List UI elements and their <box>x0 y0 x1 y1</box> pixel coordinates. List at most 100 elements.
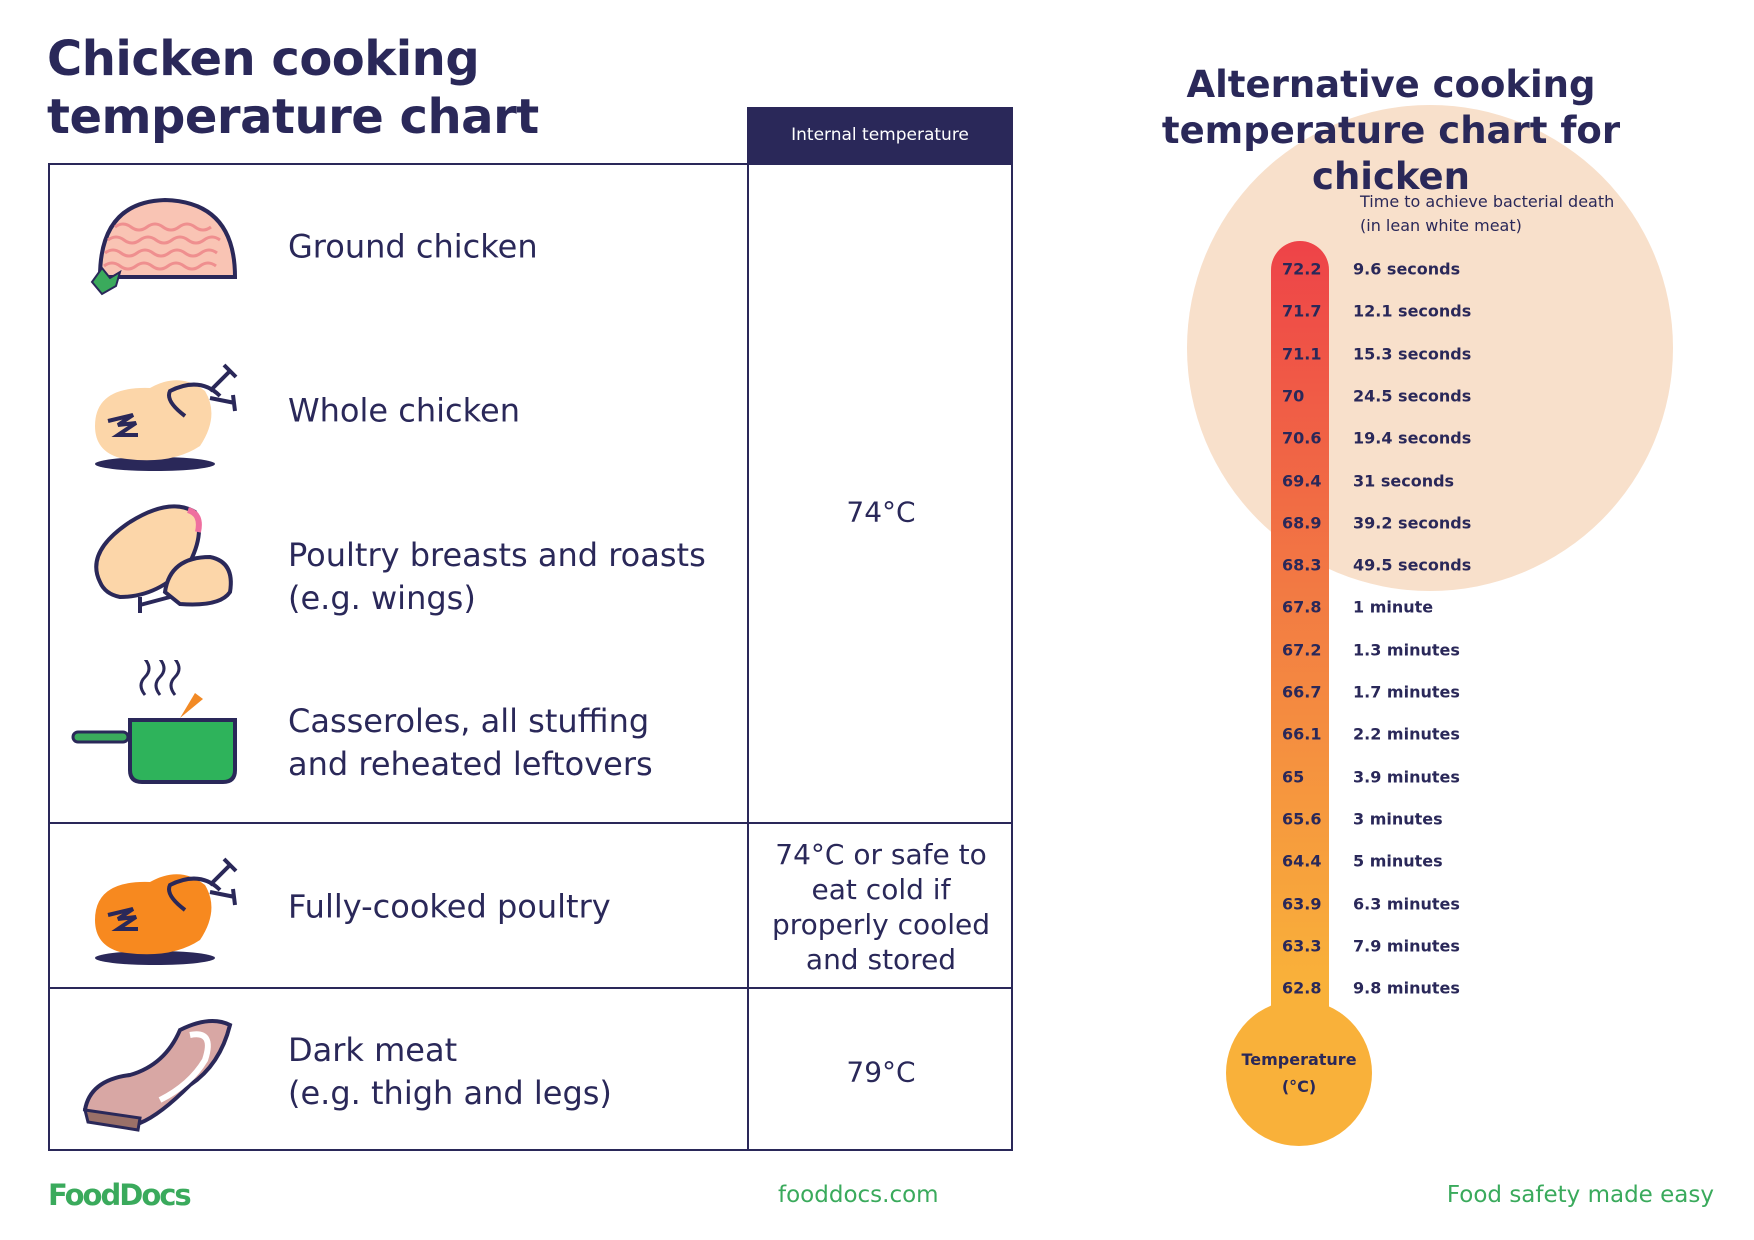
thermometer-row: 65.6 3 minutes <box>1282 809 1443 828</box>
row-label-whole-chicken: Whole chicken <box>288 390 520 433</box>
footer-tagline: Food safety made easy <box>1446 1182 1714 1208</box>
time-column-heading: Time to achieve bacterial death (in lean… <box>1360 190 1614 238</box>
temp-cell-fully-cooked: 74°C or safe to eat cold if properly coo… <box>749 837 1013 977</box>
row-label-poultry-breasts: Poultry breasts and roasts (e.g. wings) <box>288 534 706 620</box>
label-line: Whole chicken <box>288 391 520 430</box>
background-circle <box>1187 105 1673 591</box>
temperature-value: 63.3 <box>1282 936 1322 956</box>
temperature-value: 71.1 <box>1282 344 1322 364</box>
time-value: 1.7 minutes <box>1353 682 1460 702</box>
row-label-ground-chicken: Ground chicken <box>288 226 538 269</box>
temp-line: 74°C <box>846 495 916 529</box>
thermometer-row: 71.7 12.1 seconds <box>1282 302 1471 321</box>
temperature-value: 68.3 <box>1282 555 1322 575</box>
thermometer-row: 70 24.5 seconds <box>1282 386 1471 405</box>
casserole-pot-icon <box>71 660 237 784</box>
temperature-value: 67.2 <box>1282 640 1322 660</box>
temperature-value: 65.6 <box>1282 809 1322 829</box>
chicken-breast-icon <box>94 504 233 613</box>
label-line: Ground chicken <box>288 227 538 266</box>
row-label-dark-meat: Dark meat (e.g. thigh and legs) <box>288 1029 612 1115</box>
temperature-value: 66.7 <box>1282 682 1322 702</box>
temp-line: properly cooled <box>772 908 990 941</box>
thermometer-row: 70.6 19.4 seconds <box>1282 429 1471 448</box>
temperature-value: 66.1 <box>1282 724 1322 744</box>
temperature-value: 72.2 <box>1282 259 1322 279</box>
temperature-value: 71.7 <box>1282 301 1322 321</box>
time-value: 9.6 seconds <box>1353 259 1461 279</box>
time-value: 1 minute <box>1353 597 1434 617</box>
time-value: 7.9 minutes <box>1353 936 1460 956</box>
title-line-2: temperature chart <box>47 89 539 145</box>
temperature-value: 63.9 <box>1282 894 1322 913</box>
dark-meat-icon <box>82 1019 233 1132</box>
temperature-value: 67.8 <box>1282 597 1322 617</box>
temp-line: eat cold if <box>811 873 951 906</box>
temp-cell-79: 79°C <box>749 1055 1013 1090</box>
temperature-table: Ground chicken Whole chicken Poultry bre… <box>48 163 1013 1151</box>
temperature-value: 65 <box>1282 767 1305 787</box>
time-heading-line-2: (in lean white meat) <box>1360 216 1522 235</box>
label-line: Dark meat <box>288 1031 458 1069</box>
row-label-casseroles: Casseroles, all stuffing and reheated lef… <box>288 700 653 786</box>
time-value: 3 minutes <box>1353 809 1443 829</box>
thermometer-row: 66.1 2.2 minutes <box>1282 725 1460 744</box>
time-value: 49.5 seconds <box>1353 555 1472 575</box>
thermometer-row: 63.3 7.9 minutes <box>1282 936 1460 955</box>
cooked-chicken-icon <box>95 857 238 965</box>
time-value: 31 seconds <box>1353 471 1455 490</box>
time-value: 9.8 minutes <box>1353 978 1460 998</box>
footer-url[interactable]: fooddocs.com <box>778 1182 939 1208</box>
time-value: 5 minutes <box>1353 851 1443 871</box>
row-label-fully-cooked: Fully-cooked poultry <box>288 886 611 929</box>
thermometer-bulb: Temperature (°C) <box>1226 1000 1372 1146</box>
time-value: 6.3 minutes <box>1353 894 1460 913</box>
temp-line: 74°C or safe to <box>775 838 987 871</box>
time-heading-line-1: Time to achieve bacterial death <box>1360 192 1615 211</box>
time-value: 39.2 seconds <box>1353 513 1472 533</box>
fooddocs-logo: FoodDocs <box>48 1178 192 1212</box>
label-line: Casseroles, all stuffing <box>288 702 650 740</box>
label-line: and reheated leftovers <box>288 745 653 783</box>
column-divider <box>747 165 749 1149</box>
bulb-label-line-2: (°C) <box>1281 1077 1317 1096</box>
thermometer-row: 69.4 31 seconds <box>1282 471 1454 490</box>
temperature-value: 62.8 <box>1282 978 1322 998</box>
bulb-label-line-1: Temperature <box>1241 1050 1357 1069</box>
alt-title-line-1: Alternative cooking <box>1186 63 1596 106</box>
label-line: Poultry breasts and roasts <box>288 536 706 574</box>
thermometer-row: 66.7 1.7 minutes <box>1282 683 1460 702</box>
temp-line: and stored <box>805 943 957 976</box>
thermometer-row: 65 3.9 minutes <box>1282 767 1460 786</box>
temperature-value: 68.9 <box>1282 513 1322 533</box>
thermometer-row: 68.3 49.5 seconds <box>1282 556 1471 575</box>
row-divider <box>50 822 1011 824</box>
thermometer-row: 71.1 15.3 seconds <box>1282 344 1471 363</box>
time-value: 2.2 minutes <box>1353 724 1460 744</box>
thermometer-row: 67.8 1 minute <box>1282 598 1433 617</box>
thermometer-row: 72.2 9.6 seconds <box>1282 260 1460 279</box>
row-divider <box>50 987 1011 989</box>
time-value: 12.1 seconds <box>1353 301 1472 321</box>
thermometer-row: 63.9 6.3 minutes <box>1282 894 1460 913</box>
time-value: 15.3 seconds <box>1353 344 1472 364</box>
label-line: (e.g. wings) <box>288 579 476 617</box>
alt-title-line-2: temperature chart for chicken <box>1161 109 1621 198</box>
title-line-1: Chicken cooking <box>47 31 480 87</box>
thermometer-row: 62.8 9.8 minutes <box>1282 979 1460 998</box>
thermometer-tube <box>1271 241 1329 1021</box>
ground-chicken-icon <box>90 197 238 296</box>
time-value: 3.9 minutes <box>1353 767 1460 787</box>
thermometer-row: 68.9 39.2 seconds <box>1282 513 1471 532</box>
temp-cell-74: 74°C <box>749 495 1013 530</box>
label-line: (e.g. thigh and legs) <box>288 1074 612 1112</box>
temperature-value: 70 <box>1282 386 1305 406</box>
temperature-value: 70.6 <box>1282 428 1322 448</box>
thermometer-row: 67.2 1.3 minutes <box>1282 640 1460 659</box>
column-header-internal-temperature: Internal temperature <box>747 107 1013 163</box>
temperature-value: 64.4 <box>1282 851 1322 871</box>
thermometer-row: 64.4 5 minutes <box>1282 852 1443 871</box>
time-value: 1.3 minutes <box>1353 640 1460 660</box>
alt-chart-title: Alternative cooking temperature chart fo… <box>1091 62 1691 200</box>
label-line: Fully-cooked poultry <box>288 887 611 926</box>
